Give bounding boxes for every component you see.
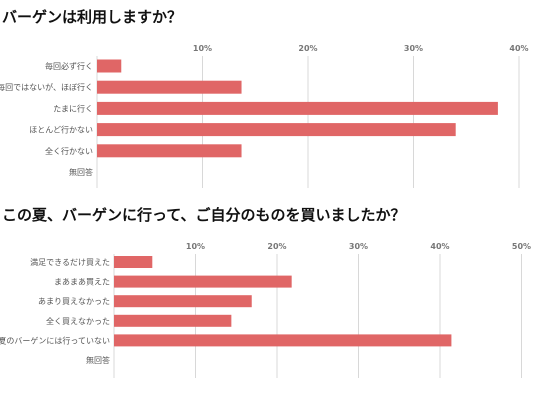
category-label: 全く買えなかった: [46, 316, 110, 326]
chart1-bars: [97, 59, 498, 158]
category-label: たまに行く: [53, 103, 93, 113]
chart2-bars: [114, 256, 452, 347]
chart1-labels: 10% 20% 30% 40% 毎回必ず行く毎回ではないが、ほぼ行くたまに行くほとんど行…: [0, 44, 529, 177]
bar: [97, 144, 242, 158]
x-tick-label: 40%: [430, 242, 449, 251]
bar: [97, 59, 122, 73]
bar: [97, 101, 498, 115]
chart2-plot: 10% 20% 30% 40% 50% 満足できるだけ買えたまあまあ買えたあまり買えなかっ…: [0, 242, 531, 378]
category-label: 無回答: [69, 167, 93, 177]
chart1-title: バーゲンは利用しますか？: [2, 8, 183, 26]
category-label: あまり買えなかった: [38, 297, 110, 306]
bar: [97, 80, 242, 94]
bar: [114, 295, 252, 308]
category-label: 毎回ではないが、ほぼ行く: [0, 82, 93, 92]
category-label: ほとんど行かない: [29, 125, 93, 135]
x-tick-label: 40%: [509, 44, 528, 53]
bar: [114, 256, 153, 268]
category-label: 今夏のバーゲンには行っていない: [0, 335, 110, 345]
x-tick-label: 20%: [298, 44, 317, 53]
x-tick-label: 50%: [512, 242, 531, 251]
category-label: まあまあ買えた: [54, 278, 110, 287]
category-label: 全く行かない: [45, 146, 93, 156]
chart1-gridlines: [96, 56, 520, 188]
x-tick-label: 30%: [349, 242, 368, 251]
bar: [114, 334, 452, 347]
category-label: 無回答: [86, 355, 110, 365]
bar: [97, 123, 456, 137]
bar: [114, 275, 292, 288]
x-tick-label: 10%: [193, 44, 212, 53]
chart2-labels: 10% 20% 30% 40% 50% 満足できるだけ買えたまあまあ買えたあまり買えなかっ…: [0, 242, 531, 365]
x-tick-label: 10%: [186, 242, 205, 251]
category-label: 毎回必ず行く: [45, 61, 93, 71]
bar: [114, 314, 232, 327]
chart1-plot: 10% 20% 30% 40% 毎回必ず行く毎回ではないが、ほぼ行くたまに行くほとんど行…: [0, 44, 529, 188]
chart2-title: この夏、バーゲンに行って、ご自分のものを買いましたか？: [2, 206, 406, 224]
x-tick-label: 30%: [404, 44, 423, 53]
x-tick-label: 20%: [267, 242, 286, 251]
category-label: 満足できるだけ買えた: [30, 258, 110, 267]
